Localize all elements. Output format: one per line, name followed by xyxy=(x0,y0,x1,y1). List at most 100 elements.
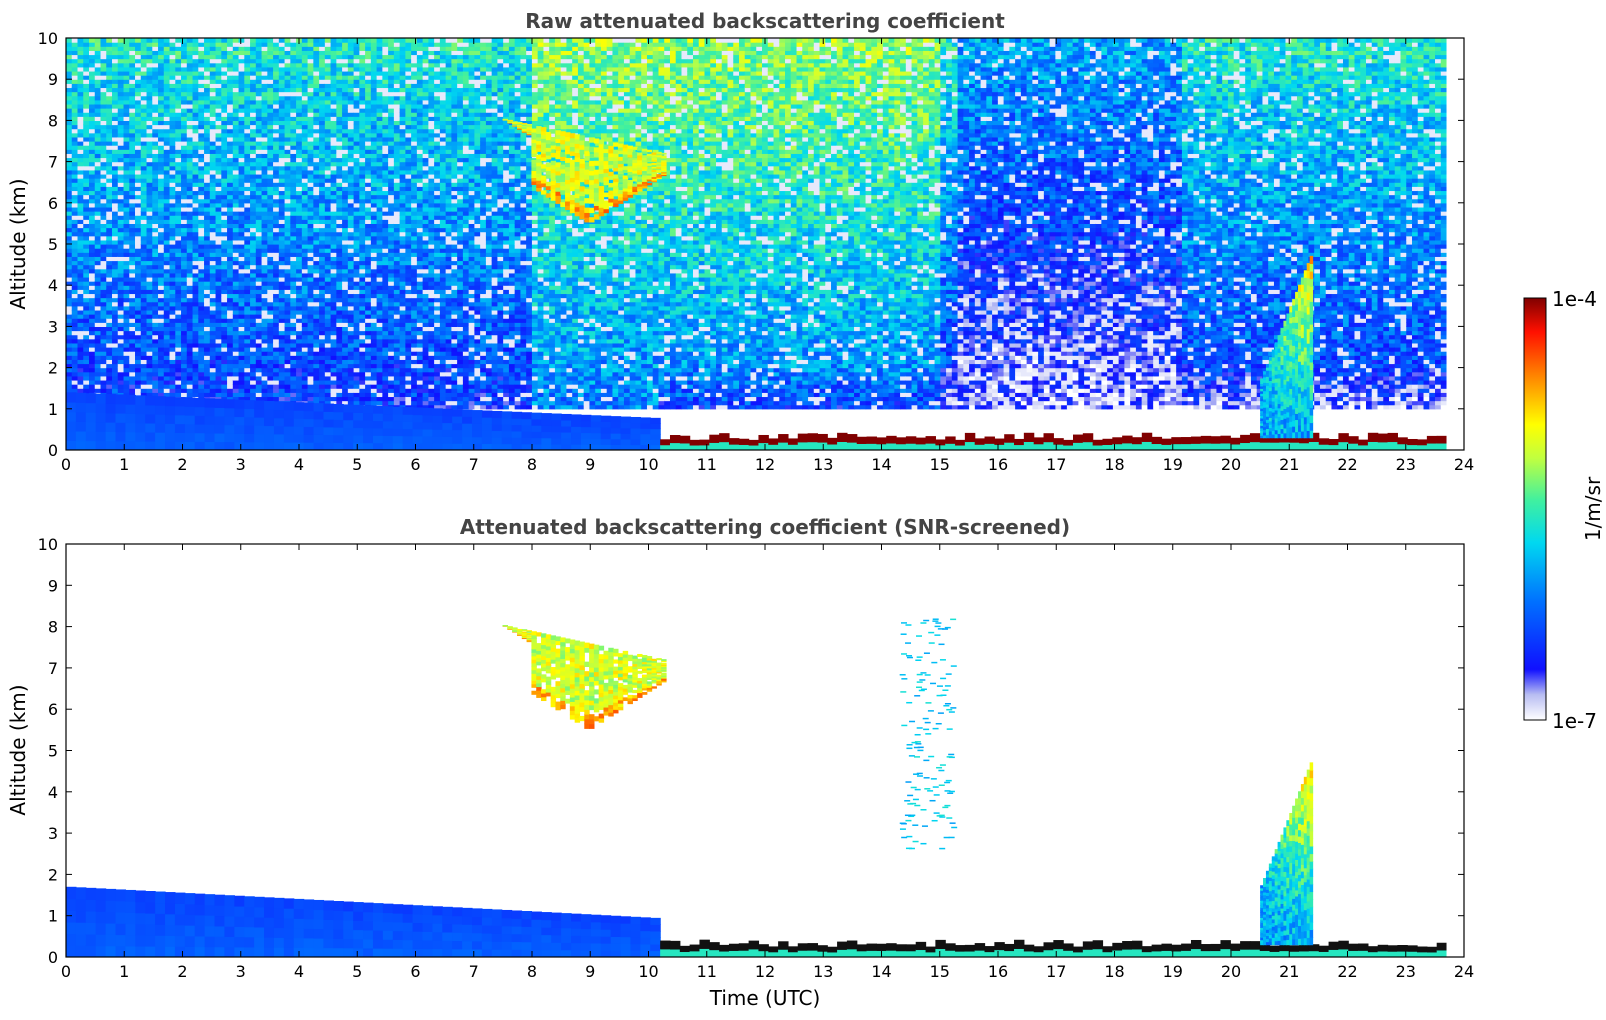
top-heat-cell xyxy=(198,58,205,64)
top-heat-cell xyxy=(273,264,280,270)
top-heat-cell xyxy=(204,190,211,196)
top-heat-cell xyxy=(347,289,355,295)
top-heat-cell xyxy=(353,50,360,56)
top-heat-cell xyxy=(290,289,297,295)
top-heat-cell xyxy=(169,58,176,64)
top-heat-cell xyxy=(100,330,107,336)
top-heat-cell xyxy=(66,145,73,150)
top-heat-cell xyxy=(347,314,355,319)
top-heat-cell xyxy=(204,149,211,154)
top-heat-cell xyxy=(152,297,159,303)
top-heat-cell xyxy=(221,206,228,212)
top-heat-cell xyxy=(204,276,211,282)
top-heat-cell xyxy=(106,112,113,117)
top-heat-cell xyxy=(140,260,148,266)
top-heat-cell xyxy=(163,190,171,196)
top-heat-cell xyxy=(169,124,176,130)
top-heat-cell xyxy=(244,244,251,249)
top-heat-cell xyxy=(135,54,142,60)
top-heat-cell xyxy=(175,95,182,101)
top-heat-cell xyxy=(204,367,211,373)
top-heat-cell xyxy=(336,178,343,183)
top-heat-cell xyxy=(336,400,343,406)
top-heat-cell xyxy=(250,141,257,146)
top-heat-cell xyxy=(301,293,309,299)
top-heat-cell xyxy=(83,244,90,249)
top-heat-cell xyxy=(261,260,268,266)
top-heat-cell xyxy=(273,244,280,249)
top-heat-cell xyxy=(135,169,142,175)
top-heat-cell xyxy=(273,379,280,385)
top-heat-cell xyxy=(255,173,263,179)
top-heat-cell xyxy=(100,359,107,365)
top-heat-cell xyxy=(163,248,171,253)
top-heat-cell xyxy=(204,116,211,121)
top-heat-cell xyxy=(112,305,119,311)
top-heat-cell xyxy=(227,396,234,402)
top-heat-cell xyxy=(123,334,130,340)
top-heat-cell xyxy=(152,231,159,237)
top-heat-cell xyxy=(198,384,205,389)
top-heat-cell xyxy=(376,124,383,130)
top-heat-cell xyxy=(313,338,320,344)
top-heat-cell xyxy=(232,186,240,192)
top-heat-cell xyxy=(365,95,372,101)
top-heat-cell xyxy=(198,268,205,274)
top-heat-cell xyxy=(359,211,366,216)
top-heat-cell xyxy=(209,309,217,315)
top-heat-cell xyxy=(106,38,113,43)
top-heat-cell xyxy=(307,231,314,237)
top-heat-cell xyxy=(106,145,113,150)
top-heat-cell xyxy=(255,91,263,97)
top-heat-cell xyxy=(221,62,228,68)
top-heat-cell xyxy=(267,83,274,89)
top-heat-cell xyxy=(152,305,159,311)
top-heat-cell xyxy=(267,248,274,253)
top-heat-cell xyxy=(186,46,194,51)
top-heat-cell xyxy=(313,392,320,398)
top-heat-cell xyxy=(123,50,130,56)
top-heat-cell xyxy=(100,347,107,352)
top-heat-cell xyxy=(278,136,286,142)
top-heat-cell xyxy=(324,367,332,373)
top-heat-cell xyxy=(71,355,79,360)
top-heat-cell xyxy=(71,384,79,389)
top-heat-cell xyxy=(365,87,372,93)
top-heat-cell xyxy=(301,161,309,167)
top-heat-cell xyxy=(330,215,337,220)
top-heat-cell xyxy=(324,252,332,257)
top-heat-cell xyxy=(77,178,84,183)
top-heat-cell xyxy=(112,182,119,187)
top-heat-cell xyxy=(227,161,234,167)
top-heat-cell xyxy=(244,83,251,89)
top-heat-cell xyxy=(175,108,182,113)
top-heat-cell xyxy=(365,103,372,109)
top-heat-cell xyxy=(342,202,349,208)
top-heat-cell xyxy=(94,95,102,101)
top-heat-cell xyxy=(192,165,199,171)
top-heat-cell xyxy=(255,268,263,274)
top-heat-cell xyxy=(365,223,372,229)
top-heat-cell xyxy=(370,231,378,237)
top-heat-cell xyxy=(186,83,194,89)
top-heat-cell xyxy=(71,132,79,138)
top-heat-cell xyxy=(370,355,378,360)
top-heat-cell xyxy=(284,272,291,278)
top-heat-cell xyxy=(313,145,320,150)
top-heat-cell xyxy=(376,252,383,257)
top-heat-cell xyxy=(71,338,79,344)
top-heat-cell xyxy=(77,186,84,192)
top-heat-cell xyxy=(336,223,343,229)
top-heat-cell xyxy=(71,375,79,381)
top-heat-cell xyxy=(163,281,171,286)
top-heat-cell xyxy=(204,272,211,278)
top-heat-cell xyxy=(353,54,360,60)
top-heat-cell xyxy=(244,87,251,93)
top-heat-cell xyxy=(342,70,349,76)
top-heat-cell xyxy=(186,120,194,126)
top-heat-cell xyxy=(204,260,211,266)
top-heat-cell xyxy=(290,375,297,381)
top-heat-cell xyxy=(83,338,90,344)
top-heat-cell xyxy=(261,103,268,109)
top-heat-cell xyxy=(301,281,309,286)
